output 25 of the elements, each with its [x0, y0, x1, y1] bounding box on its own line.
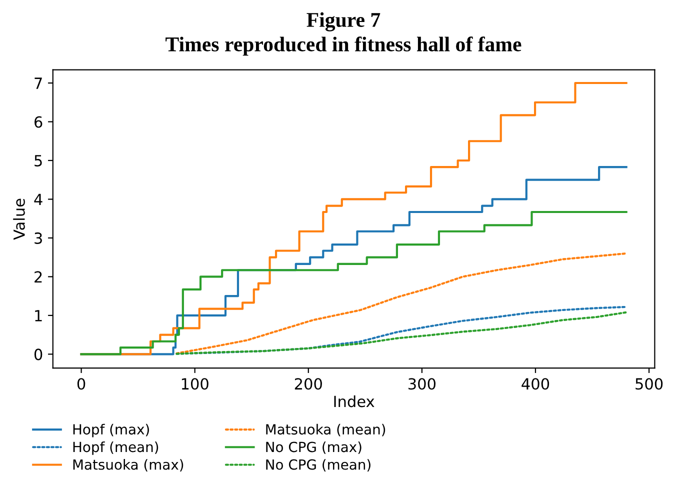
- y-tick-label: 1: [35, 310, 42, 322]
- x-tick-label: 400: [522, 378, 550, 390]
- y-tick-label: 2: [34, 271, 42, 282]
- y-tick-label: 0: [34, 348, 42, 360]
- legend-label: Hopf (max): [73, 424, 149, 438]
- y-tick-label: 7: [34, 78, 42, 89]
- chart-title: Figure 7: [306, 12, 380, 32]
- x-tick-label: 200: [294, 378, 322, 390]
- x-tick-label: 100: [182, 378, 208, 390]
- y-tick-label: 3: [34, 232, 42, 244]
- x-tick-label: 500: [636, 378, 663, 390]
- legend-label: Matsuoka (mean): [266, 424, 386, 436]
- line-series: [176, 252, 628, 354]
- chart-subtitle: Times reproduced in fitness hall of fame: [166, 36, 522, 56]
- legend-label: Hopf (mean): [73, 441, 158, 455]
- legend-label: No CPG (mean): [266, 459, 370, 472]
- x-axis-title: Index: [334, 395, 374, 408]
- legend-label: Matsuoka (max): [73, 459, 184, 472]
- legend-label: No CPG (max): [266, 441, 362, 454]
- x-tick-label: 0: [77, 378, 86, 390]
- x-tick-label: 300: [408, 378, 436, 390]
- y-tick-label: 5: [34, 155, 42, 167]
- y-tick-label: 6: [34, 116, 42, 128]
- y-tick-label: 4: [34, 194, 42, 206]
- y-axis-title: Value: [13, 198, 25, 240]
